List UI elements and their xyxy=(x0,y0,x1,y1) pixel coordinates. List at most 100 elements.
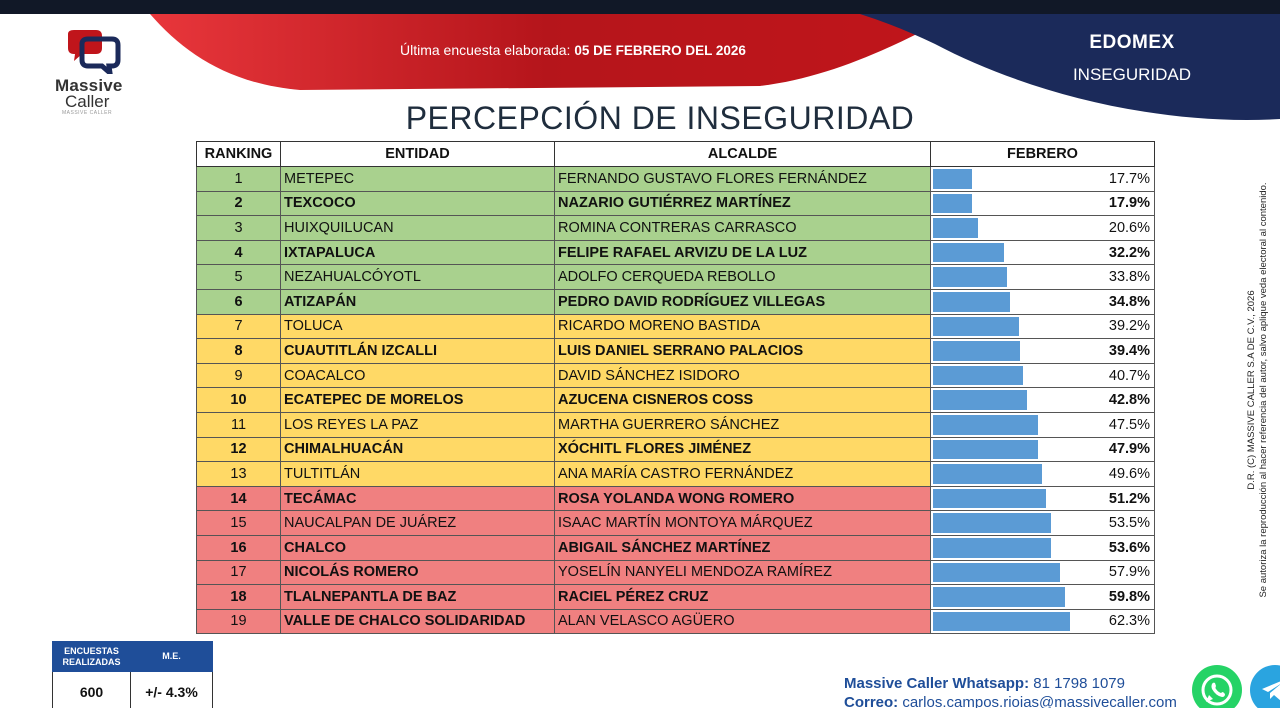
value-label: 33.8% xyxy=(1108,269,1150,286)
margin-error-header: M.E. xyxy=(130,641,213,672)
top-strip xyxy=(0,0,1280,14)
whatsapp-number[interactable]: 81 1798 1079 xyxy=(1033,675,1125,692)
survey-date-line: Última encuesta elaborada: 05 DE FEBRERO… xyxy=(400,42,746,58)
entity-cell: CUAUTITLÁN IZCALLI xyxy=(280,338,555,364)
value-bar xyxy=(933,562,1060,583)
whatsapp-contact: Massive Caller Whatsapp: 81 1798 1079 xyxy=(844,675,1125,692)
value-label: 49.6% xyxy=(1108,465,1150,482)
red-swoosh xyxy=(150,14,940,90)
rank-cell: 16 xyxy=(196,534,281,561)
mayor-cell: AZUCENA CISNEROS COSS xyxy=(554,387,931,413)
entity-cell: NEZAHUALCÓYOTL xyxy=(280,264,555,290)
value-label: 32.2% xyxy=(1108,244,1150,261)
value-cell: 53.6% xyxy=(930,534,1155,561)
value-bar xyxy=(933,193,972,214)
table-row: 9 COACALCO DAVID SÁNCHEZ ISIDORO 40.7% xyxy=(196,362,1155,389)
mayor-cell: XÓCHITL FLORES JIMÉNEZ xyxy=(554,436,931,463)
value-bar xyxy=(933,291,1010,312)
rank-cell: 3 xyxy=(196,215,281,241)
mayor-cell: PEDRO DAVID RODRÍGUEZ VILLEGAS xyxy=(554,288,931,315)
surveys-value: 600 xyxy=(52,671,131,708)
telegram-icon[interactable] xyxy=(1250,665,1280,708)
entity-cell: NICOLÁS ROMERO xyxy=(280,559,555,586)
email-link[interactable]: carlos.campos.rioias@massivecaller.com xyxy=(902,694,1177,708)
value-label: 42.8% xyxy=(1108,392,1150,409)
email-contact: Correo: carlos.campos.rioias@massivecall… xyxy=(844,694,1177,708)
value-bar xyxy=(933,242,1004,263)
value-bar xyxy=(933,169,972,189)
rank-cell: 13 xyxy=(196,461,281,487)
entity-cell: NAUCALPAN DE JUÁREZ xyxy=(280,510,555,536)
topic-subtitle: INSEGURIDAD xyxy=(1072,65,1192,84)
table-row: 8 CUAUTITLÁN IZCALLI LUIS DANIEL SERRANO P… xyxy=(196,338,1155,364)
entity-cell: HUIXQUILUCAN xyxy=(280,215,555,241)
value-bar xyxy=(933,537,1051,558)
value-cell: 32.2% xyxy=(930,239,1155,266)
header-banner xyxy=(150,14,1280,120)
mayor-cell: MARTHA GUERRERO SÁNCHEZ xyxy=(554,411,931,438)
mayor-cell: FERNANDO GUSTAVO FLORES FERNÁNDEZ xyxy=(554,166,931,192)
value-bar xyxy=(933,267,1007,287)
value-bar xyxy=(933,390,1027,410)
value-label: 34.8% xyxy=(1108,293,1150,310)
whatsapp-icon[interactable] xyxy=(1192,665,1242,708)
entity-cell: ATIZAPÁN xyxy=(280,288,555,315)
rank-cell: 9 xyxy=(196,362,281,389)
value-cell: 62.3% xyxy=(930,608,1155,635)
mayor-cell: ISAAC MARTÍN MONTOYA MÁRQUEZ xyxy=(554,510,931,536)
rank-cell: 2 xyxy=(196,190,281,217)
table-row: 17 NICOLÁS ROMERO YOSELÍN NANYELI MENDOZA … xyxy=(196,559,1155,586)
entity-cell: ECATEPEC DE MORELOS xyxy=(280,387,555,413)
value-cell: 49.6% xyxy=(930,461,1155,487)
mayor-cell: ADOLFO CERQUEDA REBOLLO xyxy=(554,264,931,290)
entity-cell: CHIMALHUACÁN xyxy=(280,436,555,463)
value-bar xyxy=(933,587,1065,607)
value-cell: 57.9% xyxy=(930,559,1155,586)
value-cell: 17.9% xyxy=(930,190,1155,217)
mayor-cell: LUIS DANIEL SERRANO PALACIOS xyxy=(554,338,931,364)
rank-cell: 10 xyxy=(196,387,281,413)
value-cell: 47.5% xyxy=(930,411,1155,438)
surveys-header-line2: REALIZADAS xyxy=(62,656,121,667)
value-label: 57.9% xyxy=(1108,564,1150,581)
mayor-cell: ROSA YOLANDA WONG ROMERO xyxy=(554,485,931,512)
navy-swoosh xyxy=(860,14,1280,120)
value-label: 47.9% xyxy=(1108,441,1150,458)
value-label: 47.5% xyxy=(1108,416,1150,433)
table-row: 5 NEZAHUALCÓYOTL ADOLFO CERQUEDA REBOLLO 33… xyxy=(196,264,1155,290)
entity-cell: TEXCOCO xyxy=(280,190,555,217)
table-row: 14 TECÁMAC ROSA YOLANDA WONG ROMERO 51.2% xyxy=(196,485,1155,512)
mayor-cell: NAZARIO GUTIÉRREZ MARTÍNEZ xyxy=(554,190,931,217)
copyright-line: D.R. (C) MASSIVE CALLER S.A DE C.V., 202… xyxy=(1246,290,1257,490)
mayor-cell: ROMINA CONTRERAS CARRASCO xyxy=(554,215,931,241)
value-bar xyxy=(933,316,1019,337)
rank-cell: 8 xyxy=(196,338,281,364)
entity-cell: METEPEC xyxy=(280,166,555,192)
ranking-table: RANKING ENTIDAD ALCALDE FEBRERO 1 METEPEC… xyxy=(196,141,1155,635)
entity-cell: TECÁMAC xyxy=(280,485,555,512)
mayor-cell: RACIEL PÉREZ CRUZ xyxy=(554,584,931,610)
value-cell: 33.8% xyxy=(930,264,1155,290)
table-row: 18 TLALNEPANTLA DE BAZ RACIEL PÉREZ CRUZ 59… xyxy=(196,584,1155,610)
value-bar xyxy=(933,365,1023,386)
rank-cell: 14 xyxy=(196,485,281,512)
chat-bubbles-icon xyxy=(68,30,121,74)
entity-cell: TLALNEPANTLA DE BAZ xyxy=(280,584,555,610)
entity-cell: LOS REYES LA PAZ xyxy=(280,411,555,438)
chart-title: PERCEPCIÓN DE INSEGURIDAD xyxy=(405,100,915,136)
copyright-note: D.R. (C) MASSIVE CALLER S.A DE C.V., 202… xyxy=(1246,182,1270,597)
table-row: 15 NAUCALPAN DE JUÁREZ ISAAC MARTÍN MONTOY… xyxy=(196,510,1155,536)
table-row: 10 ECATEPEC DE MORELOS AZUCENA CISNEROS CO… xyxy=(196,387,1155,413)
rank-cell: 4 xyxy=(196,239,281,266)
mayor-cell: YOSELÍN NANYELI MENDOZA RAMÍREZ xyxy=(554,559,931,586)
survey-stats-table: ENCUESTAS REALIZADAS M.E. 600 +/- 4.3% xyxy=(52,641,213,708)
value-cell: 17.7% xyxy=(930,166,1155,192)
reproduction-note: Se autoriza la reproducción al hacer ref… xyxy=(1258,182,1269,598)
table-row: 19 VALLE DE CHALCO SOLIDARIDAD ALAN VELASC… xyxy=(196,608,1155,635)
massive-caller-logo: Massive Caller MASSIVE CALLER xyxy=(50,30,140,116)
table-row: 3 HUIXQUILUCAN ROMINA CONTRERAS CARRASCO 20… xyxy=(196,215,1155,241)
value-cell: 34.8% xyxy=(930,288,1155,315)
ranking-table-body: 1 METEPEC FERNANDO GUSTAVO FLORES FERNÁNDE… xyxy=(196,166,1155,635)
table-row: 13 TULTITLÁN ANA MARÍA CASTRO FERNÁNDEZ 49.… xyxy=(196,461,1155,487)
column-header-ranking: RANKING xyxy=(196,141,281,167)
